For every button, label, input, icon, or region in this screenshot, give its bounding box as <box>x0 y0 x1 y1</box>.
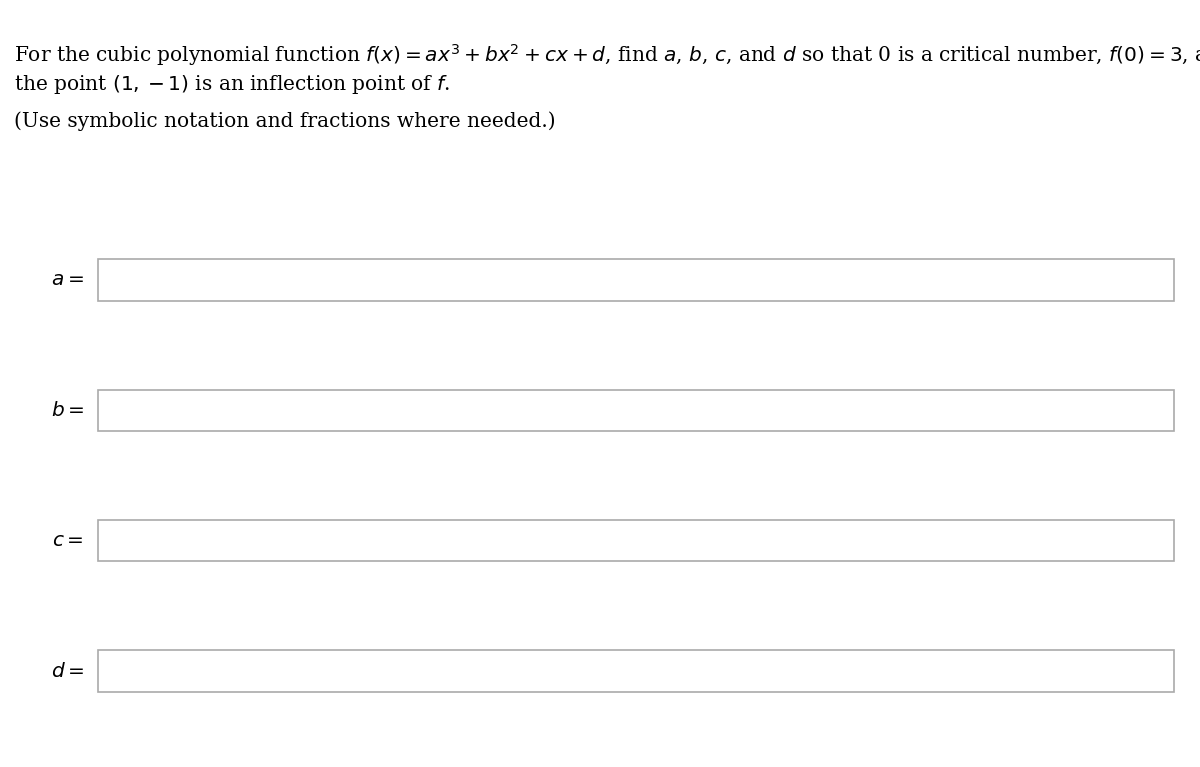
FancyBboxPatch shape <box>98 650 1174 692</box>
Text: $b =$: $b =$ <box>50 401 84 420</box>
Text: the point $(1, -1)$ is an inflection point of $f$.: the point $(1, -1)$ is an inflection poi… <box>14 73 451 96</box>
FancyBboxPatch shape <box>98 259 1174 301</box>
Text: For the cubic polynomial function $f(x) = ax^3 + bx^2 + cx + d$, find $a$, $b$, : For the cubic polynomial function $f(x) … <box>14 42 1200 68</box>
FancyBboxPatch shape <box>98 520 1174 561</box>
Text: $a =$: $a =$ <box>50 271 84 289</box>
Text: $c =$: $c =$ <box>53 532 84 550</box>
FancyBboxPatch shape <box>98 390 1174 431</box>
Text: $d =$: $d =$ <box>50 662 84 680</box>
Text: (Use symbolic notation and fractions where needed.): (Use symbolic notation and fractions whe… <box>14 111 556 131</box>
